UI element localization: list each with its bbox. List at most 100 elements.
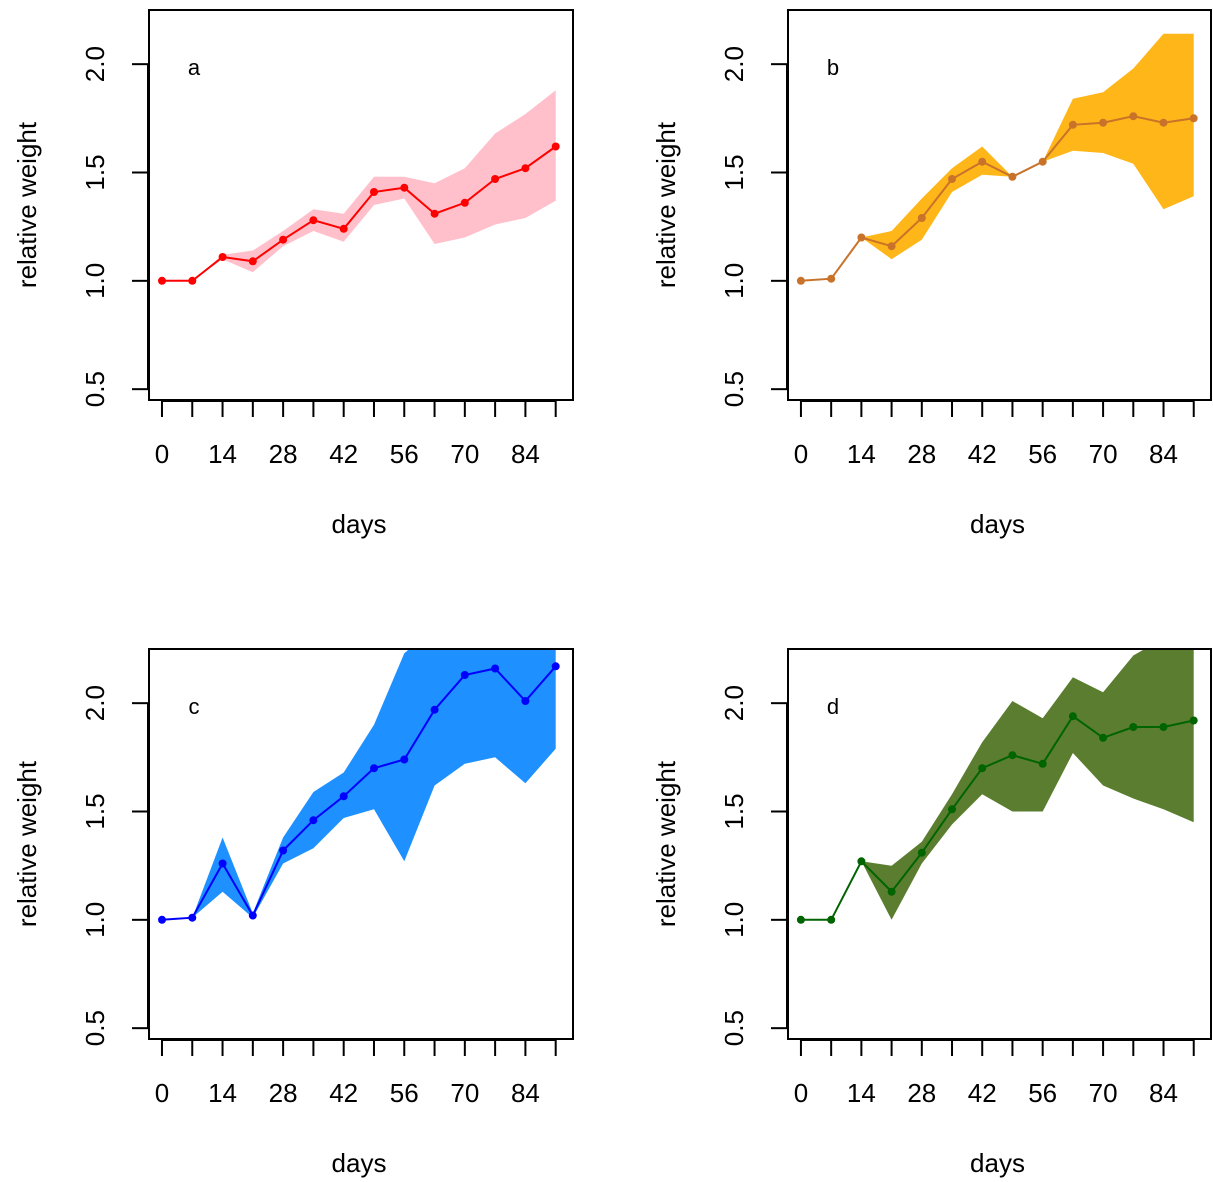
data-point [400,184,408,192]
data-point [1069,712,1077,720]
data-point [279,236,287,244]
plot-area [797,34,1198,285]
y-tick-label: 1.5 [719,793,749,829]
y-tick-label: 2.0 [80,685,110,721]
data-point [888,242,896,250]
data-point [918,849,926,857]
y-axis-title: relative weight [651,760,681,927]
panel-label: b [827,55,839,80]
data-point [188,914,196,922]
x-tick-label: 0 [794,1078,808,1108]
data-point [552,662,560,670]
y-axis-title: relative weight [651,121,681,288]
data-point [340,225,348,233]
data-point [1190,114,1198,122]
data-point [1008,173,1016,181]
data-point [491,175,499,183]
data-point [461,199,469,207]
plot-area [158,90,560,285]
x-tick-label: 84 [511,439,540,469]
confidence-band [162,617,556,920]
data-point [219,253,227,261]
data-point [827,275,835,283]
x-tick-label: 14 [208,439,237,469]
data-point [219,860,227,868]
y-tick-label: 1.5 [80,793,110,829]
x-tick-label: 42 [968,439,997,469]
data-point [1099,119,1107,127]
x-tick-label: 28 [907,439,936,469]
y-tick-label: 0.5 [80,1010,110,1046]
panel-d: d 0 14 28 42 56 70 84 days 0.5 1.0 1.5 2.0 relative w… [651,638,1211,1178]
data-point [1069,121,1077,129]
y-tick-label: 1.0 [80,902,110,938]
x-tick-label: 42 [968,1078,997,1108]
data-point [249,257,257,265]
x-tick-label: 70 [450,1078,479,1108]
y-axis: 0.5 1.0 1.5 2.0 relative weight [651,685,787,1046]
y-tick-label: 1.0 [80,263,110,299]
data-point [340,792,348,800]
data-point [249,912,257,920]
confidence-band [801,34,1194,281]
confidence-band [162,90,556,281]
x-tick-label: 56 [390,1078,419,1108]
plot-area [158,617,560,924]
x-tick-label: 0 [155,439,169,469]
x-tick-label: 56 [1028,1078,1057,1108]
data-point [797,916,805,924]
x-tick-label: 28 [907,1078,936,1108]
data-point [827,916,835,924]
x-axis: 0 14 28 42 56 70 84 days [155,401,556,539]
data-point [1129,112,1137,120]
y-tick-label: 0.5 [80,371,110,407]
x-axis: 0 14 28 42 56 70 84 days [794,1040,1194,1178]
x-tick-label: 84 [511,1078,540,1108]
data-point [1129,723,1137,731]
data-point [400,756,408,764]
y-tick-label: 1.0 [719,263,749,299]
plot-area [797,638,1198,924]
panel-a: a 0 14 28 42 56 70 84 days 0.5 1.0 1.5 2.0 relative w… [12,10,573,539]
data-point [948,805,956,813]
data-point [158,277,166,285]
x-axis-title: days [970,509,1025,539]
data-point [309,216,317,224]
y-axis-title: relative weight [12,121,42,288]
x-tick-label: 70 [1089,439,1118,469]
y-axis: 0.5 1.0 1.5 2.0 relative weight [12,46,148,407]
x-tick-label: 42 [329,1078,358,1108]
data-point [521,164,529,172]
x-tick-label: 14 [847,439,876,469]
panel-label: c [189,694,200,719]
data-point [978,764,986,772]
y-tick-label: 2.0 [719,46,749,82]
data-point [948,175,956,183]
x-tick-label: 84 [1149,439,1178,469]
x-axis: 0 14 28 42 56 70 84 days [794,401,1194,539]
y-axis-title: relative weight [12,760,42,927]
panel-c: c 0 14 28 42 56 70 84 days 0.5 1.0 1.5 2.0 relative w… [12,617,573,1179]
x-tick-label: 84 [1149,1078,1178,1108]
data-point [370,764,378,772]
x-tick-label: 42 [329,439,358,469]
data-point [918,214,926,222]
y-tick-label: 0.5 [719,1010,749,1046]
x-tick-label: 14 [208,1078,237,1108]
x-tick-label: 0 [794,439,808,469]
x-tick-label: 28 [269,1078,298,1108]
x-tick-label: 70 [1089,1078,1118,1108]
y-tick-label: 1.5 [80,154,110,190]
x-tick-label: 28 [269,439,298,469]
data-point [431,706,439,714]
x-axis-title: days [332,509,387,539]
data-point [1099,734,1107,742]
x-axis: 0 14 28 42 56 70 84 days [155,1040,556,1178]
data-point [797,277,805,285]
y-tick-label: 2.0 [719,685,749,721]
data-point [978,158,986,166]
data-point [1039,760,1047,768]
x-axis-title: days [332,1148,387,1178]
data-point [188,277,196,285]
